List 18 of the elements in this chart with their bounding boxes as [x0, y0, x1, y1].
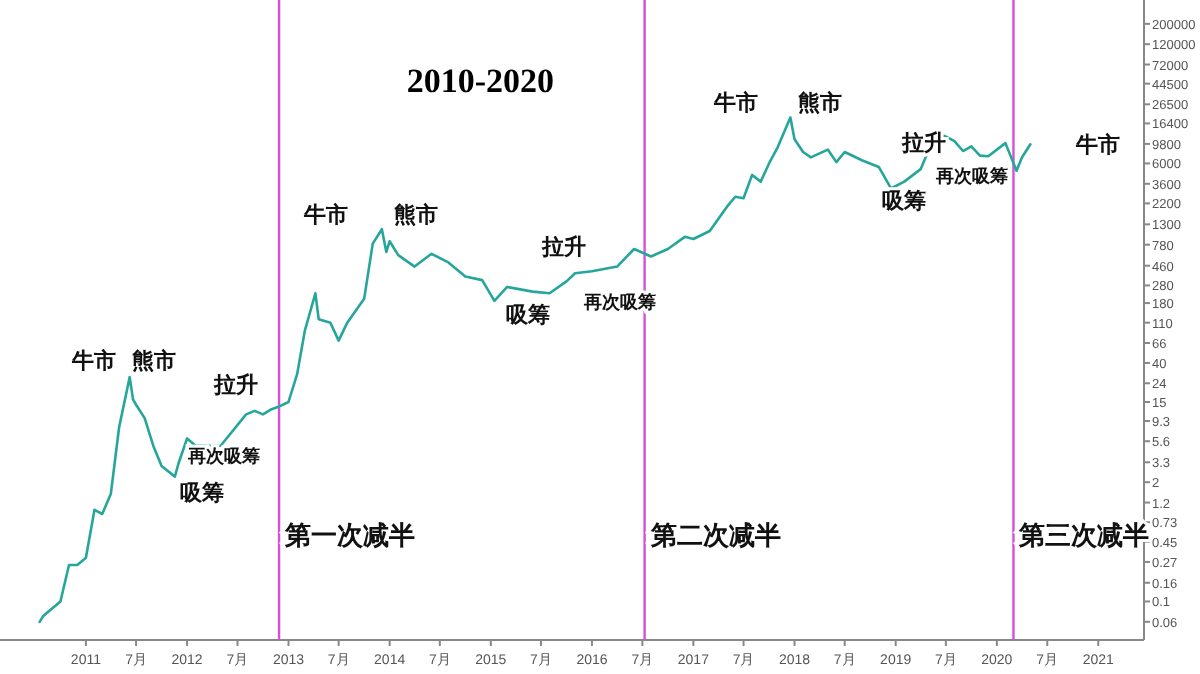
- annotation: 牛市: [70, 348, 116, 374]
- annotation: 再次吸筹: [934, 166, 1008, 186]
- annotation: 吸筹: [180, 480, 224, 506]
- ref-line-label: 第三次减半: [1017, 520, 1150, 550]
- ref-line-label: 第一次减半: [283, 520, 416, 550]
- text: 2010-2020: [406, 62, 555, 100]
- annotation: 牛市: [302, 202, 348, 228]
- annotation: 熊市: [132, 348, 176, 374]
- annotation: 吸筹: [882, 188, 926, 214]
- annotation: 吸筹: [506, 302, 550, 328]
- annotation: 牛市: [712, 90, 758, 116]
- annotation: 牛市: [1074, 132, 1120, 158]
- annotation: 拉升: [540, 234, 586, 260]
- annotation: 熊市: [394, 202, 438, 228]
- annotation: 熊市: [798, 90, 842, 116]
- ref-line-label: 第二次减半: [648, 520, 781, 550]
- annotation: 拉升: [212, 372, 258, 398]
- annotation: 再次吸筹: [186, 446, 260, 466]
